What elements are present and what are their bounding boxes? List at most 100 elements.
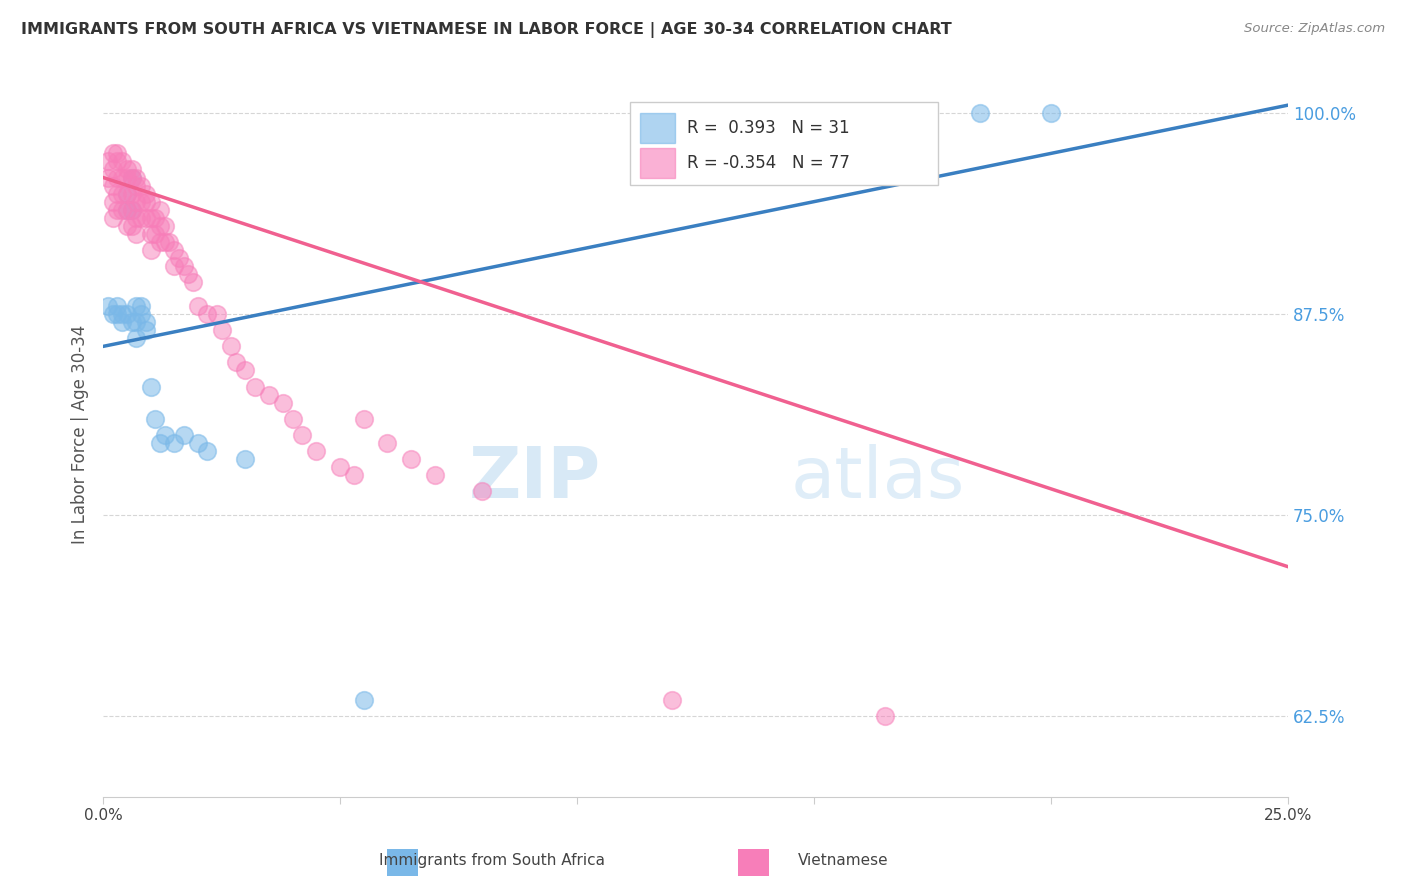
Point — [377, 435, 399, 450]
Point — [149, 435, 172, 450]
Point — [125, 194, 148, 209]
Point — [111, 154, 134, 169]
Point — [135, 194, 157, 209]
Point — [129, 178, 152, 193]
Point — [163, 243, 186, 257]
Point — [135, 211, 157, 225]
Point — [135, 315, 157, 329]
Point — [105, 170, 128, 185]
Text: R =  0.393   N = 31: R = 0.393 N = 31 — [688, 119, 849, 137]
FancyBboxPatch shape — [630, 102, 938, 186]
Y-axis label: In Labor Force | Age 30-34: In Labor Force | Age 30-34 — [72, 326, 89, 544]
Text: ZIP: ZIP — [468, 443, 600, 513]
Point — [105, 202, 128, 217]
Point — [111, 186, 134, 201]
Point — [173, 259, 195, 273]
Point — [233, 452, 256, 467]
Point — [125, 170, 148, 185]
Point — [173, 427, 195, 442]
Point — [225, 355, 247, 369]
Point — [105, 307, 128, 321]
Point — [121, 162, 143, 177]
Point — [115, 307, 138, 321]
Point — [197, 444, 219, 458]
Point — [159, 235, 181, 249]
Point — [115, 162, 138, 177]
Point — [125, 331, 148, 345]
Point — [219, 339, 242, 353]
Point — [153, 427, 176, 442]
Point — [163, 435, 186, 450]
Point — [139, 243, 162, 257]
Point — [149, 219, 172, 233]
Point — [101, 307, 124, 321]
Point — [139, 194, 162, 209]
Point — [115, 202, 138, 217]
Point — [167, 251, 190, 265]
Point — [661, 693, 683, 707]
Point — [105, 146, 128, 161]
Point — [115, 219, 138, 233]
Point — [187, 299, 209, 313]
Point — [135, 323, 157, 337]
Point — [149, 202, 172, 217]
Point — [135, 186, 157, 201]
Point — [423, 468, 446, 483]
Point — [143, 211, 166, 225]
Point — [211, 323, 233, 337]
Point — [125, 299, 148, 313]
Point — [115, 170, 138, 185]
Point — [121, 170, 143, 185]
Point — [111, 315, 134, 329]
Point — [125, 211, 148, 225]
Point — [875, 709, 897, 723]
Point — [305, 444, 328, 458]
Text: Source: ZipAtlas.com: Source: ZipAtlas.com — [1244, 22, 1385, 36]
Point — [257, 387, 280, 401]
Point — [329, 460, 352, 475]
Point — [281, 411, 304, 425]
Point — [101, 162, 124, 177]
Point — [143, 227, 166, 241]
Point — [101, 146, 124, 161]
Point — [343, 468, 366, 483]
Point — [121, 202, 143, 217]
Point — [115, 186, 138, 201]
Point — [181, 275, 204, 289]
Point — [121, 186, 143, 201]
Point — [105, 186, 128, 201]
Point — [115, 186, 138, 201]
Point — [97, 299, 120, 313]
Point — [101, 194, 124, 209]
Point — [125, 315, 148, 329]
Point — [101, 178, 124, 193]
Point — [121, 170, 143, 185]
Point — [105, 299, 128, 313]
Point — [291, 427, 314, 442]
Point — [121, 219, 143, 233]
Point — [129, 194, 152, 209]
Point — [111, 170, 134, 185]
Text: Vietnamese: Vietnamese — [799, 854, 889, 868]
Point — [121, 202, 143, 217]
Point — [97, 170, 120, 185]
Point — [139, 379, 162, 393]
FancyBboxPatch shape — [640, 147, 675, 178]
Point — [153, 235, 176, 249]
Point — [471, 484, 494, 499]
Point — [353, 693, 375, 707]
Point — [111, 307, 134, 321]
Text: IMMIGRANTS FROM SOUTH AFRICA VS VIETNAMESE IN LABOR FORCE | AGE 30-34 CORRELATIO: IMMIGRANTS FROM SOUTH AFRICA VS VIETNAME… — [21, 22, 952, 38]
Point — [121, 315, 143, 329]
Point — [129, 307, 152, 321]
Point — [125, 227, 148, 241]
Point — [1040, 106, 1063, 120]
FancyBboxPatch shape — [640, 112, 675, 144]
Point — [153, 219, 176, 233]
Point — [97, 154, 120, 169]
Point — [233, 363, 256, 377]
Point — [129, 211, 152, 225]
Point — [101, 211, 124, 225]
Point — [129, 299, 152, 313]
Text: Immigrants from South Africa: Immigrants from South Africa — [380, 854, 605, 868]
